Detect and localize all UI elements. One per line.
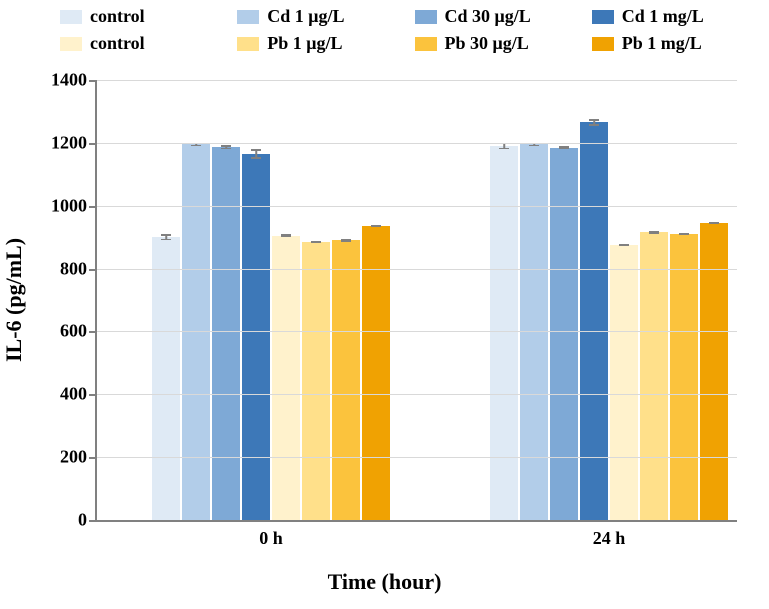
y-tick-label: 1200	[51, 132, 97, 153]
error-bar	[559, 146, 569, 149]
swatch-icon	[415, 37, 437, 51]
bar	[152, 237, 180, 520]
legend-label: Cd 30 μg/L	[445, 6, 531, 27]
bar	[242, 154, 270, 520]
y-tick-label: 200	[60, 447, 97, 468]
y-axis-label: IL-6 (pg/mL)	[1, 238, 27, 362]
bar	[272, 236, 300, 520]
error-bar	[221, 145, 231, 149]
legend-item-pb-1ug: Pb 1 μg/L	[237, 33, 404, 54]
legend-item-cd-control: control	[60, 6, 227, 27]
legend-item-cd-1ug: Cd 1 μg/L	[237, 6, 404, 27]
legend-label: Pb 1 μg/L	[267, 33, 342, 54]
bar	[212, 147, 240, 520]
swatch-icon	[237, 10, 259, 24]
bar	[580, 122, 608, 520]
swatch-icon	[592, 10, 614, 24]
gridline	[97, 143, 737, 144]
chart-container: { "chart": { "type": "bar", "background_…	[0, 0, 769, 609]
legend-label: Cd 1 μg/L	[267, 6, 344, 27]
legend-label: Cd 1 mg/L	[622, 6, 704, 27]
gridline	[97, 394, 737, 395]
error-bar	[251, 149, 261, 158]
error-bar	[341, 239, 351, 242]
y-tick-label: 1000	[51, 195, 97, 216]
swatch-icon	[60, 37, 82, 51]
gridline	[97, 331, 737, 332]
error-bar	[371, 225, 381, 228]
legend-item-pb-control: control	[60, 33, 227, 54]
bar	[640, 232, 668, 520]
bar	[332, 240, 360, 520]
bars-layer	[97, 80, 737, 520]
error-bar	[619, 244, 629, 247]
bar	[700, 223, 728, 520]
bar	[610, 245, 638, 520]
legend-item-pb-30ug: Pb 30 μg/L	[415, 33, 582, 54]
legend-item-cd-1mg: Cd 1 mg/L	[592, 6, 759, 27]
gridline	[97, 269, 737, 270]
bar	[302, 242, 330, 520]
legend-label: control	[90, 6, 145, 27]
swatch-icon	[592, 37, 614, 51]
x-tick-label: 0 h	[259, 520, 283, 549]
swatch-icon	[415, 10, 437, 24]
bar	[550, 148, 578, 520]
gridline	[97, 80, 737, 81]
error-bar	[281, 234, 291, 237]
error-bar	[311, 241, 321, 244]
error-bar	[649, 231, 659, 234]
y-tick-label: 0	[78, 510, 97, 531]
y-tick-label: 600	[60, 321, 97, 342]
bar	[670, 234, 698, 520]
legend-item-pb-1mg: Pb 1 mg/L	[592, 33, 759, 54]
error-bar	[161, 234, 171, 240]
y-tick-label: 400	[60, 384, 97, 405]
y-tick-label: 1400	[51, 70, 97, 91]
gridline	[97, 206, 737, 207]
error-bar	[589, 119, 599, 125]
plot-area: 02004006008001000120014000 h24 h	[95, 80, 737, 522]
legend-label: control	[90, 33, 145, 54]
swatch-icon	[60, 10, 82, 24]
bar	[362, 226, 390, 520]
bar	[490, 146, 518, 520]
gridline	[97, 457, 737, 458]
x-tick-label: 24 h	[593, 520, 626, 549]
error-bar	[679, 233, 689, 236]
legend: control Cd 1 μg/L Cd 30 μg/L Cd 1 mg/L c…	[60, 6, 759, 54]
error-bar	[709, 222, 719, 225]
legend-item-cd-30ug: Cd 30 μg/L	[415, 6, 582, 27]
y-tick-label: 800	[60, 258, 97, 279]
legend-label: Pb 30 μg/L	[445, 33, 529, 54]
legend-label: Pb 1 mg/L	[622, 33, 702, 54]
x-axis-label: Time (hour)	[328, 569, 442, 595]
swatch-icon	[237, 37, 259, 51]
